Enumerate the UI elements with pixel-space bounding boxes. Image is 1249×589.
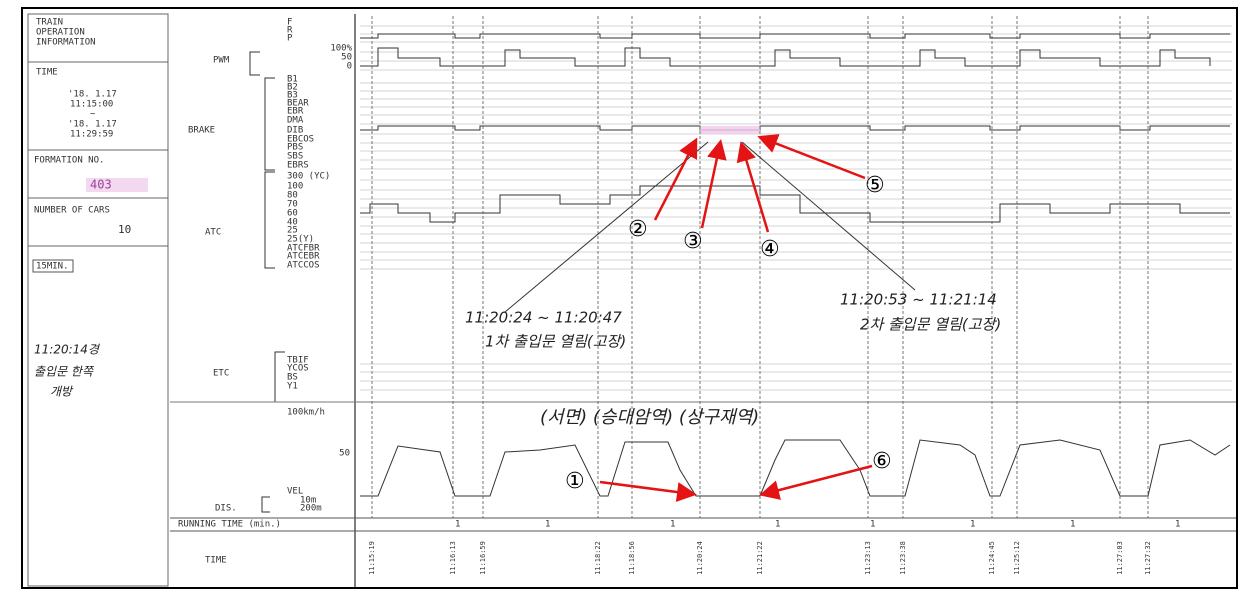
group-label: BRAKE <box>188 126 215 136</box>
leader-lines <box>505 142 915 312</box>
annotation: 11:20:53 ~ 11:21:14 <box>840 291 997 309</box>
end-date: '18. 1.17 <box>68 120 117 130</box>
frame <box>22 8 1237 588</box>
time-label: 11:16:13 <box>449 541 457 575</box>
note: 출입문 한쪽 <box>34 365 95 379</box>
group-label: ATC <box>205 228 221 238</box>
time-label: 11:23:38 <box>899 541 907 575</box>
group-label: ETC <box>213 369 229 379</box>
signal-label: Y1 <box>287 382 298 392</box>
brackets <box>250 52 285 512</box>
marker: ① <box>565 469 585 494</box>
start-time: 11:15:00 <box>70 100 113 110</box>
signal-label: 300 (YC) <box>287 172 330 182</box>
time-gridlines <box>372 16 1148 518</box>
time-label: 11:18:56 <box>628 541 636 575</box>
speed-label: 100km/h <box>287 408 325 418</box>
end-time: 11:29:59 <box>70 130 113 140</box>
scale: 15MIN. <box>36 262 69 272</box>
running-mark: 1 <box>545 520 550 530</box>
time-label: 11:24:45 <box>988 541 996 575</box>
panel-title: OPERATION <box>36 28 85 38</box>
formation-label: FORMATION NO. <box>34 156 104 166</box>
time-label: 11:15:19 <box>368 541 376 575</box>
time-label: 11:18:22 <box>594 541 602 575</box>
cars: 10 <box>118 223 131 236</box>
time-label: TIME <box>36 68 58 78</box>
signal-traces <box>360 34 1230 496</box>
running-mark: 1 <box>870 520 875 530</box>
time-label: 11:21:22 <box>756 541 764 575</box>
time-label: 11:27:03 <box>1116 541 1124 575</box>
signal-label: 0 <box>347 62 352 72</box>
range-sep: ~ <box>90 110 96 120</box>
time-label: 11:25:12 <box>1013 541 1021 575</box>
signal-label: EBRS <box>287 161 309 171</box>
group-label: PWM <box>213 56 230 66</box>
time-label: 11:23:13 <box>864 541 872 575</box>
running-mark: 1 <box>1070 520 1075 530</box>
marker: ⑥ <box>872 449 892 474</box>
annotation: 2차 출입문 열림(고장) <box>860 316 1001 334</box>
signal-label: ATCCOS <box>287 261 320 271</box>
highlight <box>700 126 760 134</box>
panel-title: TRAIN <box>36 18 63 28</box>
note: 11:20:14경 <box>34 343 101 357</box>
annotation: (서면) (승대암역) (상구재역) <box>540 407 759 428</box>
marker: ② <box>628 217 648 242</box>
annotation: 11:20:24 ~ 11:20:47 <box>465 309 622 327</box>
annotation: 1차 출입문 열림(고장) <box>485 333 626 351</box>
formation-no: 403 <box>90 178 112 192</box>
time-label: 11:20:24 <box>696 541 704 575</box>
running-mark: 1 <box>775 520 780 530</box>
group-label: TIME <box>205 556 227 566</box>
running-mark: 1 <box>455 520 460 530</box>
cars-label: NUMBER OF CARS <box>34 206 110 216</box>
panel-title: INFORMATION <box>36 38 96 48</box>
time-label: 11:16:59 <box>479 541 487 575</box>
running-mark: 1 <box>1175 520 1180 530</box>
speed-label: 200m <box>300 504 322 514</box>
note: 개방 <box>50 385 74 399</box>
recorder-sheet: TRAIN OPERATION INFORMATION TIME '18. 1.… <box>0 0 1249 589</box>
signal-label: P <box>287 34 293 44</box>
group-label: DIS. <box>215 504 237 514</box>
arrows <box>600 138 872 494</box>
signal-label: DMA <box>287 116 304 126</box>
start-date: '18. 1.17 <box>68 90 117 100</box>
time-label: 11:27:32 <box>1144 541 1152 575</box>
running-mark: 1 <box>970 520 975 530</box>
marker: ⑤ <box>865 173 885 198</box>
marker: ③ <box>683 229 703 254</box>
group-label: RUNNING TIME (min.) <box>178 520 281 530</box>
running-mark: 1 <box>670 520 675 530</box>
speed-label: 50 <box>339 449 350 459</box>
marker: ④ <box>760 237 780 262</box>
